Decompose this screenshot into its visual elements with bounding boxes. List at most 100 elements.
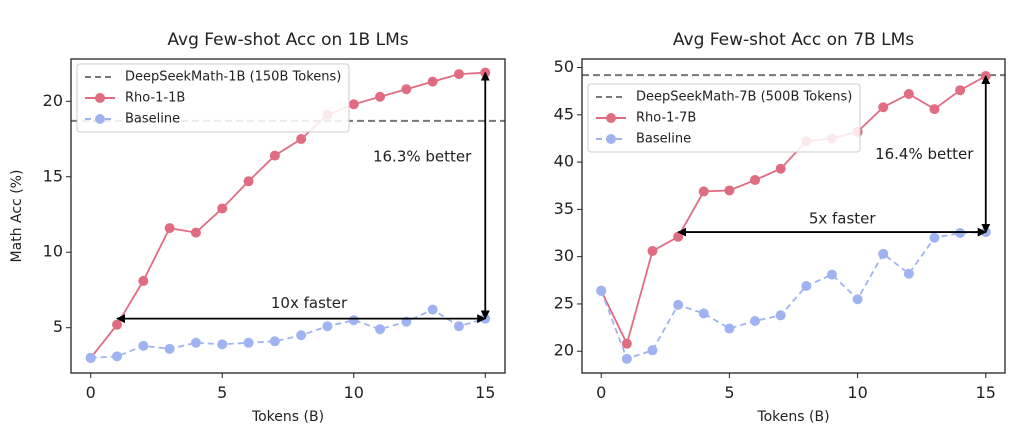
y-tick-label: 45: [554, 104, 574, 123]
legend-label: Baseline: [125, 112, 180, 127]
data-point-rho-1-7b: [750, 175, 761, 186]
data-point-baseline: [596, 285, 607, 296]
data-point-rho-1-1b: [190, 227, 201, 238]
data-point-baseline: [427, 304, 438, 315]
data-point-baseline: [801, 280, 812, 291]
y-tick-label: 35: [554, 199, 574, 218]
data-point-rho-1-1b: [375, 91, 386, 102]
data-point-rho-1-1b: [427, 76, 438, 87]
data-point-rho-1-7b: [775, 163, 786, 174]
data-point-rho-1-7b: [647, 245, 658, 256]
x-axis-label: Tokens (B): [251, 409, 324, 425]
data-point-rho-1-7b: [621, 338, 632, 349]
legend-label: DeepSeekMath-1B (150B Tokens): [125, 70, 341, 85]
x-tick-label: 0: [596, 383, 606, 402]
data-point-baseline: [826, 269, 837, 280]
legend: DeepSeekMath-7B (500B Tokens) Rho-1-7B Bas…: [587, 83, 861, 153]
data-point-rho-1-1b: [138, 275, 149, 286]
data-point-rho-1-7b: [878, 102, 889, 113]
data-point-rho-1-1b: [217, 203, 228, 214]
x-tick-label: 10: [847, 383, 867, 402]
data-point-baseline: [296, 330, 307, 341]
data-point-baseline: [243, 337, 254, 348]
data-point-baseline: [190, 337, 201, 348]
data-point-baseline: [852, 294, 863, 305]
data-point-rho-1-1b: [243, 176, 254, 187]
legend-marker: [95, 114, 105, 124]
data-point-baseline: [138, 340, 149, 351]
data-point-rho-1-1b: [112, 319, 123, 330]
data-point-rho-1-1b: [453, 69, 464, 80]
y-tick-label: 20: [43, 91, 63, 110]
legend-label: Rho-1-1B: [125, 91, 185, 106]
data-point-rho-1-7b: [929, 104, 940, 115]
data-point-baseline: [673, 299, 684, 310]
x-tick-label: 5: [724, 383, 734, 402]
data-point-baseline: [164, 343, 175, 354]
y-tick-label: 25: [554, 293, 574, 312]
annotation-label: 16.4% better: [875, 145, 974, 163]
series-line-baseline: [600, 231, 986, 360]
legend-label: Rho-1-7B: [636, 111, 696, 126]
data-point-rho-1-1b: [348, 99, 359, 110]
series-line-rho-1-7b: [600, 75, 987, 347]
legend-marker: [95, 93, 105, 103]
data-point-baseline: [217, 339, 228, 350]
data-point-rho-1-1b: [401, 84, 412, 95]
data-point-baseline: [453, 321, 464, 332]
chart-title: Avg Few-shot Acc on 1B LMs: [167, 30, 408, 50]
data-point-baseline: [903, 268, 914, 279]
plot-frame: [581, 58, 1006, 374]
data-point-rho-1-7b: [724, 185, 735, 196]
data-point-baseline: [929, 232, 940, 243]
y-tick-label: 10: [43, 242, 63, 261]
y-tick-label: 30: [554, 246, 574, 265]
legend-label: Baseline: [636, 132, 691, 147]
legend-box: [76, 63, 350, 133]
annotation-label: 10x faster: [271, 294, 348, 312]
data-point-rho-1-7b: [673, 231, 684, 242]
data-point-baseline: [724, 323, 735, 334]
legend-box: [587, 83, 861, 153]
legend-marker: [606, 113, 616, 123]
data-point-rho-1-7b: [698, 186, 709, 197]
data-point-baseline: [375, 324, 386, 335]
data-point-rho-1-7b: [955, 85, 966, 96]
data-point-baseline: [621, 353, 632, 364]
legend: DeepSeekMath-1B (150B Tokens) Rho-1-1B Bas…: [76, 63, 350, 133]
series-line-baseline: [90, 308, 486, 359]
data-point-baseline: [750, 315, 761, 326]
y-tick-label: 50: [554, 57, 574, 76]
chart-title: Avg Few-shot Acc on 7B LMs: [673, 30, 914, 50]
y-tick-label: 5: [53, 317, 63, 336]
legend-label: DeepSeekMath-7B (500B Tokens): [636, 90, 852, 105]
data-point-baseline: [955, 228, 966, 239]
chart-1b: Avg Few-shot Acc on 1B LMs 16.3% better 10…: [9, 30, 506, 425]
data-point-baseline: [269, 336, 280, 347]
data-point-rho-1-1b: [296, 134, 307, 145]
x-tick-label: 15: [976, 383, 996, 402]
data-point-baseline: [878, 248, 889, 259]
data-point-baseline: [322, 321, 333, 332]
y-tick-label: 20: [554, 341, 574, 360]
x-axis-label: Tokens (B): [756, 409, 829, 425]
x-tick-label: 0: [86, 383, 96, 402]
data-point-rho-1-1b: [269, 150, 280, 161]
legend-marker: [606, 134, 616, 144]
data-point-baseline: [698, 308, 709, 319]
data-point-baseline: [112, 351, 123, 362]
x-tick-label: 5: [217, 383, 227, 402]
chart-7b: Avg Few-shot Acc on 7B LMs 16.4% better 5x…: [554, 30, 1006, 425]
plot-frame: [70, 58, 506, 374]
series-line-rho-1-1b: [89, 71, 486, 359]
x-tick-label: 10: [344, 383, 364, 402]
y-tick-label: 40: [554, 152, 574, 171]
data-point-baseline: [647, 345, 658, 356]
x-tick-label: 15: [475, 383, 495, 402]
data-point-baseline: [348, 315, 359, 326]
annotation-label: 5x faster: [809, 209, 877, 227]
data-point-rho-1-1b: [164, 223, 175, 234]
y-axis-label: Math Acc (%): [9, 170, 25, 263]
